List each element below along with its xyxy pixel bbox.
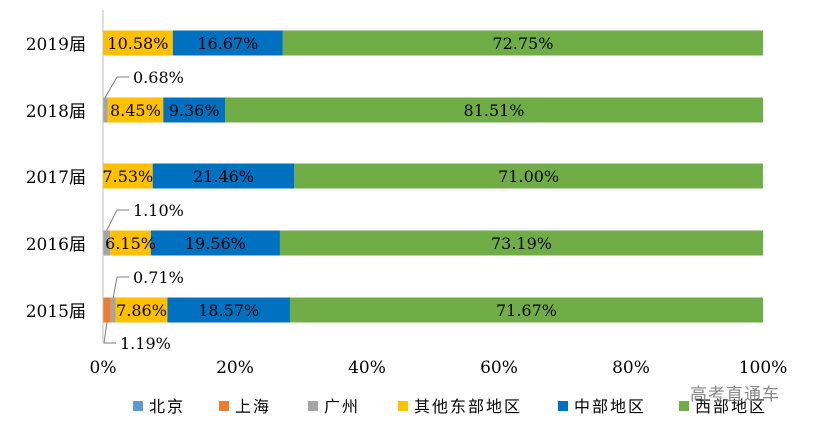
legend-label: 其他东部地区: [414, 397, 522, 416]
data-label-other-east: 8.45%: [110, 101, 161, 120]
legend-swatch: [558, 401, 568, 411]
legend-swatch: [133, 401, 143, 411]
data-label-central: 18.57%: [198, 301, 259, 320]
leader-line-guangzhou: [106, 209, 129, 231]
bars-group: [103, 30, 763, 323]
legend: 北京 上海 广州 其他东部地区 中部地区 西部地区: [133, 397, 767, 416]
data-label-other-east: 10.58%: [107, 34, 168, 53]
data-label-other-east: 7.53%: [102, 167, 153, 186]
x-tick-label: 100%: [739, 358, 788, 378]
data-label-other-east: 6.15%: [105, 234, 156, 253]
legend-label: 北京: [149, 397, 185, 416]
legend-item-west: 西部地区: [679, 397, 767, 416]
x-tick-label: 40%: [348, 358, 386, 378]
data-label-guangzhou: 0.68%: [133, 68, 184, 87]
legend-item-central: 中部地区: [558, 397, 646, 416]
data-label-guangzhou: 0.71%: [133, 268, 184, 287]
bar-central: [172, 30, 283, 56]
data-label-west: 71.67%: [496, 301, 557, 320]
legend-swatch: [679, 401, 689, 411]
bar-west: [289, 297, 763, 323]
data-label-guangzhou: 1.10%: [133, 201, 184, 220]
data-label-other-east: 7.86%: [116, 301, 167, 320]
bar-guangzhou: [110, 297, 116, 323]
data-label-central: 9.36%: [169, 101, 220, 120]
legend-item-guangzhou: 广州: [308, 397, 360, 416]
bar-guangzhou: [103, 230, 111, 256]
x-tick-label: 80%: [612, 358, 650, 378]
bar-west: [225, 97, 763, 123]
leader-line-guangzhou: [104, 76, 129, 98]
bar-other-east: [107, 97, 164, 123]
legend-item-shanghai: 上海: [219, 397, 271, 416]
bar-other-east: [110, 230, 151, 256]
category-label: 2016届: [26, 235, 86, 255]
legend-label: 上海: [235, 397, 271, 416]
bar-central: [163, 97, 226, 123]
category-label: 2017届: [26, 168, 86, 188]
data-labels-group: 10.58% 16.67% 72.75% 0.68% 8.45% 9.36% 81.51% 7…: [102, 34, 559, 353]
category-label: 2019届: [26, 35, 86, 55]
data-label-central: 19.56%: [185, 234, 246, 253]
bar-west: [282, 30, 763, 56]
legend-swatch: [398, 401, 408, 411]
category-label: 2015届: [26, 302, 86, 322]
bar-central: [152, 163, 295, 189]
legend-item-beijing: 北京: [133, 397, 185, 416]
bar-other-east: [115, 297, 168, 323]
bar-shanghai: [103, 297, 111, 323]
x-tick-label: 20%: [216, 358, 254, 378]
bar-west: [294, 163, 763, 189]
leader-line-guangzhou: [112, 276, 129, 298]
data-label-west: 73.19%: [491, 234, 552, 253]
bar-guangzhou: [103, 97, 108, 123]
leader-line-shanghai: [103, 322, 116, 344]
legend-item-other-east: 其他东部地区: [398, 397, 522, 416]
data-label-shanghai: 1.19%: [120, 334, 171, 353]
x-tick-label: 0%: [90, 358, 117, 378]
data-label-west: 71.00%: [498, 167, 559, 186]
bar-central: [167, 297, 290, 323]
legend-label: 西部地区: [695, 397, 767, 416]
bar-west: [279, 230, 763, 256]
bar-other-east: [103, 163, 153, 189]
category-label: 2018届: [26, 102, 86, 122]
watermark: 高考直通车: [690, 385, 780, 405]
data-label-central: 21.46%: [193, 167, 254, 186]
data-label-west: 81.51%: [464, 101, 525, 120]
axes-group: 2019届 2018届 2017届 2016届 2015届 0% 20% 40% 60% 80% 1…: [26, 10, 788, 378]
legend-swatch: [219, 401, 229, 411]
data-label-west: 72.75%: [492, 34, 553, 53]
bar-central: [150, 230, 280, 256]
data-label-central: 16.67%: [197, 34, 258, 53]
legend-label: 中部地区: [574, 397, 646, 416]
legend-label: 广州: [324, 397, 360, 416]
legend-swatch: [308, 401, 318, 411]
x-tick-label: 60%: [480, 358, 518, 378]
bar-other-east: [103, 30, 173, 56]
